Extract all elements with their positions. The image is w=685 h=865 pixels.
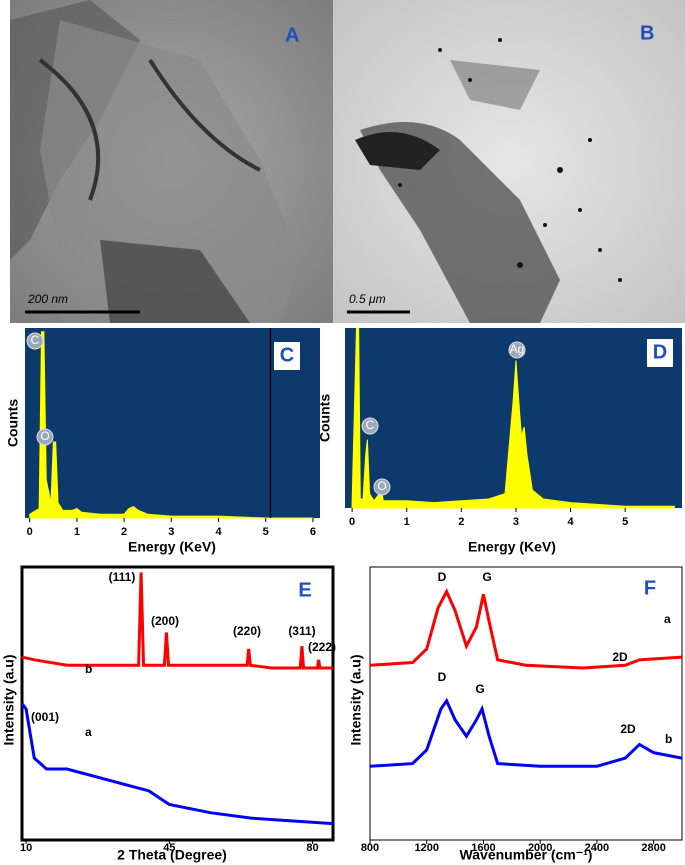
peak-badge — [361, 417, 379, 435]
x-tick-label: 80 — [306, 842, 318, 854]
x-tick-label: 6 — [310, 526, 316, 538]
x-tick-label: 2 — [121, 526, 127, 538]
x-tick-label: 5 — [263, 526, 269, 538]
peak-badge — [26, 332, 44, 350]
series-label: b — [85, 662, 92, 676]
peak-label: G — [482, 570, 491, 584]
peak-label: (111) — [109, 570, 136, 584]
x-tick-label: 2 — [458, 516, 464, 528]
peak-label: 2D — [612, 650, 628, 664]
series-line — [20, 702, 334, 826]
peak-label: (222) — [308, 640, 336, 654]
panel-label-box — [647, 339, 673, 367]
x-tick-label: 800 — [361, 842, 379, 854]
series-line — [21, 572, 333, 670]
peak-label: (220) — [233, 624, 261, 638]
scale-bar-label: 200 nm — [27, 292, 68, 306]
spectrum — [29, 331, 313, 519]
x-tick-label: 4 — [215, 526, 222, 538]
panel-label: F — [644, 577, 656, 599]
plot-frame — [369, 566, 683, 841]
x-axis-label: Wavenumber (cm⁻¹) — [460, 847, 593, 863]
peak-label: 2D — [620, 722, 636, 736]
x-tick-label: 45 — [163, 842, 175, 854]
peak-badge — [508, 341, 526, 359]
x-tick-label: 4 — [568, 516, 575, 528]
peak-label: (001) — [31, 710, 59, 724]
tem-image-a: 200 nm A — [10, 0, 333, 323]
x-tick-label: 0 — [349, 516, 355, 528]
y-axis-label: Counts — [317, 394, 333, 442]
peak-label: O — [40, 429, 49, 443]
y-axis-label: Counts — [5, 399, 21, 447]
spectrum — [351, 327, 675, 509]
y-axis-label: Intensity (a.u) — [348, 654, 364, 745]
x-tick-label: 1 — [404, 516, 410, 528]
x-tick-label: 0 — [27, 526, 33, 538]
peak-label: (311) — [288, 624, 315, 638]
peak-label: (200) — [151, 614, 179, 628]
peak-label: G — [475, 682, 484, 696]
peak-label: O — [377, 479, 386, 493]
peak-label: C — [366, 418, 375, 432]
scale-bar-label: 0.5 μm — [349, 292, 386, 306]
panel-label: C — [280, 344, 294, 366]
x-tick-label: 1600 — [471, 842, 495, 854]
x-tick-label: 2000 — [528, 842, 552, 854]
panel-label: E — [298, 579, 311, 601]
panel-label-box — [274, 342, 300, 370]
x-axis-label: Energy (KeV) — [128, 539, 216, 555]
x-tick-label: 5 — [622, 516, 628, 528]
x-axis-label: 2 Theta (Degree) — [117, 847, 227, 863]
peak-badge — [373, 478, 391, 496]
peak-label: C — [31, 333, 40, 347]
x-tick-label: 3 — [513, 516, 519, 528]
peak-badge — [36, 428, 54, 446]
x-axis-label: Energy (KeV) — [468, 539, 556, 555]
series-label: b — [665, 732, 672, 746]
plot-frame — [20, 565, 335, 842]
y-axis-label: Intensity (a.u) — [1, 654, 17, 745]
x-tick-label: 10 — [20, 842, 32, 854]
series-label: a — [85, 725, 92, 739]
x-tick-label: 2400 — [585, 842, 609, 854]
tem-image-b: 0.5 μm B — [333, 0, 685, 323]
peak-label: Ag — [510, 342, 525, 356]
peak-label: D — [438, 670, 447, 684]
x-tick-label: 1200 — [414, 842, 438, 854]
series-label: a — [664, 612, 671, 626]
x-tick-label: 2800 — [641, 842, 665, 854]
series-line — [369, 588, 683, 670]
x-tick-label: 1 — [74, 526, 80, 538]
panel-label: A — [285, 24, 299, 46]
series-line — [369, 697, 683, 768]
panel-label: D — [653, 341, 667, 363]
x-tick-label: 3 — [168, 526, 174, 538]
peak-label: D — [438, 570, 447, 584]
panel-label: B — [640, 22, 654, 44]
